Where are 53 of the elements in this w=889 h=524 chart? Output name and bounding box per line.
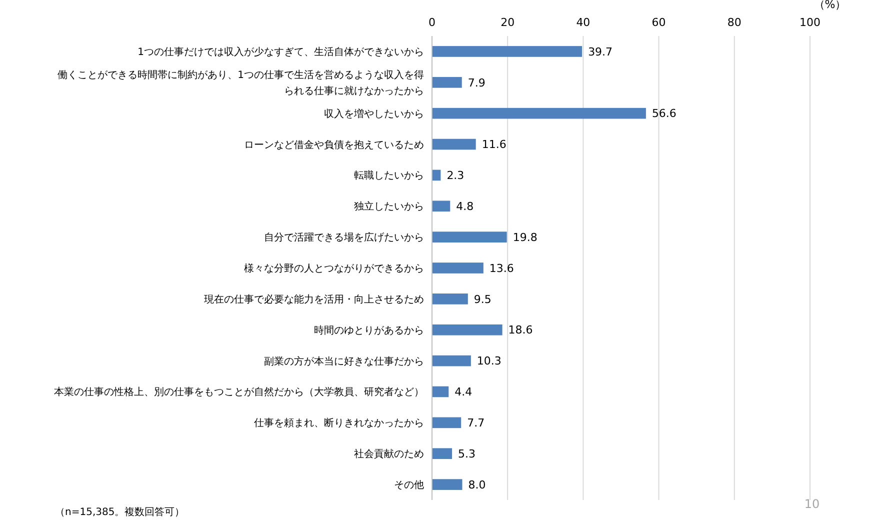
data-label: 13.6 xyxy=(489,262,514,275)
y-tick-label: その他 xyxy=(394,479,424,492)
data-label: 19.8 xyxy=(512,230,538,244)
text: （n=15,385。複数回答可） xyxy=(55,506,185,518)
bar xyxy=(432,232,507,242)
bar xyxy=(432,324,502,336)
x-axis-title: （%） xyxy=(814,0,846,11)
data-label: 10.3 xyxy=(476,354,502,368)
x-tick-label: 0 xyxy=(428,16,436,29)
data-label: 5.3 xyxy=(458,447,476,460)
x-tick-label: 20 xyxy=(500,16,515,29)
bar xyxy=(432,386,449,398)
data-label: 56.6 xyxy=(652,107,676,120)
bar xyxy=(432,138,476,150)
y-tick-label: ローンなど借金や負債を抱えているため xyxy=(244,138,424,151)
data-label: 7.7 xyxy=(467,416,485,430)
y-tick-label: 1つの仕事だけでは収入が少なすぎて、生活自体ができないから xyxy=(138,46,424,58)
bar xyxy=(432,46,582,57)
data-label: 18.6 xyxy=(508,324,533,337)
data-label: 9.5 xyxy=(474,292,492,306)
y-tick-label: 様々な分野の人とつながりができるから xyxy=(244,262,424,274)
data-label: 7.9 xyxy=(468,76,486,90)
data-label: 4.8 xyxy=(456,200,474,213)
y-tick-label: 独立したいから xyxy=(354,200,424,213)
bar xyxy=(432,108,646,119)
x-tick-label: 40 xyxy=(576,16,590,29)
y-tick-label: 働くことができる時間帯に制約があり、1つの仕事で生活を営めるような収入を得られる仕事に就けなかったから xyxy=(58,68,424,97)
y-tick-label: 副業の方が本当に好きな仕事だから xyxy=(264,355,424,368)
y-tick-label: 社会貢献のため xyxy=(354,448,424,460)
bar xyxy=(432,417,462,428)
x-tick-label: 80 xyxy=(727,16,742,29)
y-tick-label: 本業の仕事の性格上、別の仕事をもつことが自然だから（大学教員、研究者など） xyxy=(54,386,424,398)
data-label: 4.4 xyxy=(454,386,472,399)
y-tick-label: 現在の仕事で必要な能力を活用・向上させるため xyxy=(204,293,424,306)
y-tick-label: 時間のゆとりがあるから xyxy=(314,324,424,336)
y-tick-label: 転職したいから xyxy=(354,170,424,182)
data-label: 2.3 xyxy=(446,169,464,182)
data-label: 39.7 xyxy=(588,45,613,58)
bar xyxy=(432,479,462,490)
bar xyxy=(432,355,471,366)
bar xyxy=(432,448,452,460)
bar xyxy=(432,200,450,212)
bar xyxy=(432,262,484,274)
x-tick-label: 100 xyxy=(800,16,820,29)
y-tick-label: 仕事を頼まれ、断りきれなかったから xyxy=(254,417,424,430)
y-tick-label: 収入を増やしたいから xyxy=(324,108,424,120)
bar xyxy=(432,294,468,304)
y-tick-label: 自分で活躍できる場を広げたいから xyxy=(264,232,424,244)
annotation: 10 xyxy=(804,497,820,511)
bar xyxy=(432,76,462,88)
x-tick-label: 60 xyxy=(652,16,666,29)
data-label: 11.6 xyxy=(482,138,506,152)
data-label: 8.0 xyxy=(468,478,486,492)
